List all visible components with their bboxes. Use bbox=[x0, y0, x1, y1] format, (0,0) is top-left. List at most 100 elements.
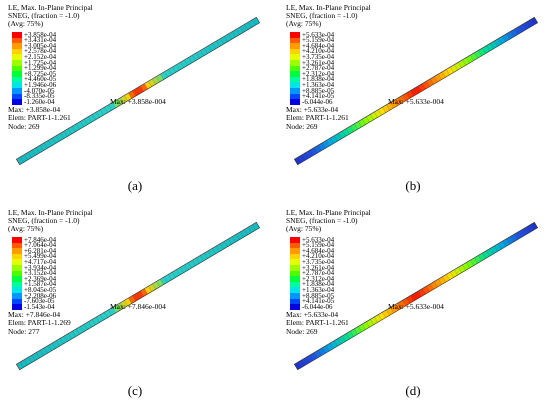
panel-caption: (a) bbox=[127, 178, 143, 193]
legend-value: +2.312e-04 bbox=[302, 274, 335, 283]
legend-value: +4.684e-04 bbox=[302, 246, 335, 255]
legend-value: +4.210e-04 bbox=[302, 47, 335, 56]
legend-value: +3.261e-04 bbox=[302, 263, 335, 272]
legend-value: +5.499e-04 bbox=[24, 252, 57, 261]
legend-value: +3.735e-04 bbox=[302, 257, 335, 266]
legend-value: +1.363e-04 bbox=[302, 285, 335, 294]
legend-value: +5.633e-04 bbox=[302, 30, 335, 39]
beam-model: Max: +3.858e-004 bbox=[15, 16, 261, 166]
max-info-line: Elem: PART-1-1.269 bbox=[8, 318, 71, 328]
legend-value: +1.363e-04 bbox=[302, 80, 335, 89]
legend-value: +5.159e-04 bbox=[302, 36, 335, 45]
max-location-label: Max: +5.633e-004 bbox=[388, 302, 444, 311]
legend-swatch bbox=[12, 270, 22, 277]
beam-outline bbox=[15, 221, 261, 371]
legend-value: +1.946e-06 bbox=[24, 80, 57, 89]
beam-outline bbox=[293, 16, 539, 166]
max-location-label: Max: +7.846e-004 bbox=[110, 302, 166, 311]
legend-swatch bbox=[12, 259, 22, 265]
legend-swatch bbox=[290, 76, 300, 83]
legend-swatch bbox=[12, 37, 22, 44]
legend-swatch bbox=[290, 298, 300, 305]
legend-swatch bbox=[290, 82, 300, 88]
legend-swatch bbox=[12, 242, 22, 249]
legend-swatch bbox=[12, 248, 22, 254]
legend-swatch bbox=[12, 32, 22, 38]
legend-swatch bbox=[290, 32, 300, 38]
legend-swatch bbox=[12, 253, 22, 260]
legend-swatch bbox=[12, 43, 22, 49]
legend-value: -1.543e-04 bbox=[24, 302, 55, 311]
max-info-line: Max: +5.633e-04 bbox=[286, 310, 339, 319]
legend-swatch bbox=[290, 71, 300, 77]
max-info-line: Node: 269 bbox=[8, 121, 40, 131]
max-info: Max: +3.858e-04 Elem: PART-1-1.261 Node: 2… bbox=[8, 105, 71, 131]
panel-d: LE, Max. In-Plane Principal SNEG, (fracti… bbox=[278, 205, 548, 405]
legend-swatch bbox=[290, 304, 300, 310]
legend-swatch bbox=[12, 54, 22, 60]
legend-value: +3.261e-04 bbox=[302, 58, 335, 67]
legend-value: +2.787e-04 bbox=[302, 64, 335, 73]
max-info-line: Elem: PART-1-1.261 bbox=[8, 113, 71, 123]
header-line: LE, Max. In-Plane Principal bbox=[286, 208, 371, 217]
header-line: SNEG, (fraction = -1.0) bbox=[286, 216, 358, 226]
header-line: LE, Max. In-Plane Principal bbox=[8, 3, 93, 12]
legend-value: +3.934e-04 bbox=[24, 263, 57, 272]
legend-value: -6.044e-06 bbox=[302, 97, 333, 106]
beam-model: Max: +7.846e-004 bbox=[15, 221, 261, 371]
legend-value: -4.070e-05 bbox=[24, 86, 55, 95]
legend-value: +3.152e-04 bbox=[24, 269, 57, 278]
beam-model: Max: +5.633e-004 bbox=[293, 221, 539, 371]
legend-value: +1.299e-04 bbox=[24, 64, 57, 73]
header-line: SNEG, (fraction = -1.0) bbox=[8, 216, 80, 226]
panel-a: LE, Max. In-Plane Principal SNEG, (fracti… bbox=[0, 0, 270, 200]
max-info-line: Max: +5.633e-04 bbox=[286, 105, 339, 114]
legend-value: -8.335e-05 bbox=[24, 92, 55, 101]
legend-swatch bbox=[290, 242, 300, 249]
max-info: Max: +5.633e-04 Elem: PART-1-1.261 Node: 2… bbox=[286, 310, 349, 336]
legend-swatch bbox=[290, 88, 300, 94]
legend-swatch bbox=[12, 60, 22, 66]
legend-value: +8.725e-05 bbox=[24, 69, 57, 78]
legend-swatch bbox=[290, 48, 300, 55]
legend-swatch bbox=[290, 293, 300, 299]
legend-value: +5.633e-04 bbox=[302, 235, 335, 244]
panel-c: LE, Max. In-Plane Principal SNEG, (fracti… bbox=[0, 205, 270, 405]
legend-value: +5.159e-04 bbox=[302, 241, 335, 250]
max-info: Max: +5.633e-04 Elem: PART-1-1.261 Node: 2… bbox=[286, 105, 349, 131]
header-line: (Avg: 75%) bbox=[286, 19, 322, 29]
legend-value: -6.044e-06 bbox=[302, 302, 333, 311]
legend-swatch bbox=[12, 48, 22, 55]
legend-swatch bbox=[290, 287, 300, 293]
max-location-label: Max: +5.633e-004 bbox=[388, 97, 444, 106]
legend-value: +8.885e-05 bbox=[302, 291, 335, 300]
legend-swatch bbox=[12, 276, 22, 282]
header-line: SNEG, (fraction = -1.0) bbox=[286, 11, 358, 21]
legend-value: -1.260e-04 bbox=[24, 97, 55, 106]
max-info-line: Node: 269 bbox=[286, 121, 318, 131]
legend-value: +1.587e-04 bbox=[24, 280, 57, 289]
legend-value: +3.735e-04 bbox=[302, 52, 335, 61]
panel-b: LE, Max. In-Plane Principal SNEG, (fracti… bbox=[278, 0, 548, 200]
legend-swatch bbox=[12, 76, 22, 83]
legend-swatch bbox=[290, 259, 300, 265]
legend-value: +6.281e-04 bbox=[24, 246, 57, 255]
legend-swatch bbox=[12, 237, 22, 243]
legend-swatch bbox=[12, 71, 22, 77]
contour-header: LE, Max. In-Plane Principal SNEG, (fracti… bbox=[8, 208, 93, 234]
legend-swatch bbox=[12, 265, 22, 271]
legend-swatch bbox=[290, 37, 300, 44]
legend-value: +4.141e-05 bbox=[302, 297, 335, 306]
legend-value: +7.064e-04 bbox=[24, 241, 57, 250]
legend-value: +4.717e-04 bbox=[24, 257, 57, 266]
max-info-line: Max: +3.858e-04 bbox=[8, 105, 61, 114]
legend-swatch bbox=[290, 60, 300, 66]
legend-value: +3.431e-04 bbox=[24, 36, 57, 45]
max-info-line: Elem: PART-1-1.261 bbox=[286, 318, 349, 328]
contour-header: LE, Max. In-Plane Principal SNEG, (fracti… bbox=[286, 208, 371, 234]
legend-value: +8.045e-05 bbox=[24, 285, 57, 294]
legend-value: +1.725e-04 bbox=[24, 58, 57, 67]
max-info-line: Node: 269 bbox=[286, 326, 318, 336]
legend-value: +2.578e-04 bbox=[24, 47, 57, 56]
legend-swatch bbox=[290, 253, 300, 260]
